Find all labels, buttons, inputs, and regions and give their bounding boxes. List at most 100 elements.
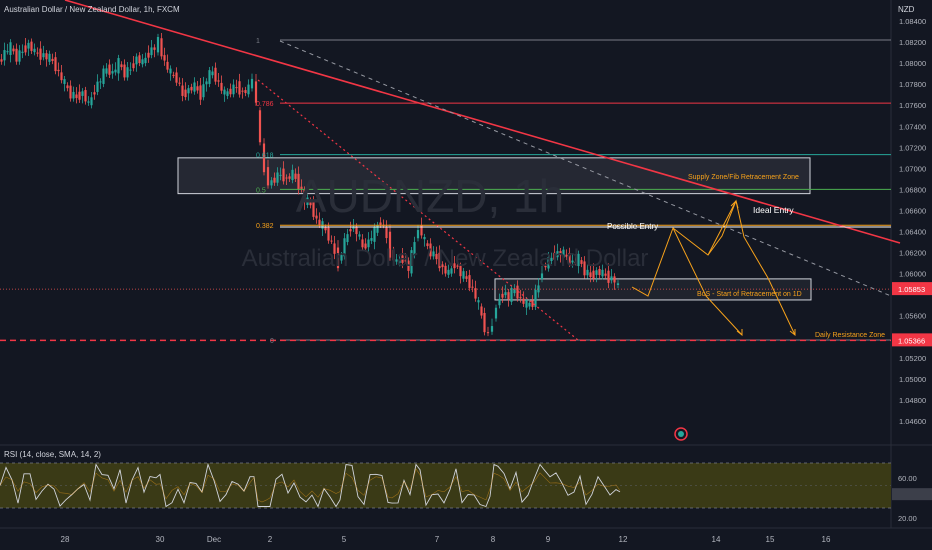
price-tick: 1.06400 xyxy=(899,228,926,237)
candle-body xyxy=(343,238,346,257)
candle-body xyxy=(494,307,498,319)
candle-body xyxy=(18,50,21,62)
candle-body xyxy=(395,259,398,262)
candle-body xyxy=(39,48,42,60)
fib-level-label: 0.618 xyxy=(256,153,274,160)
candle-body xyxy=(27,42,30,49)
candle-body xyxy=(507,292,510,300)
candle-body xyxy=(72,91,75,99)
candle-body xyxy=(153,47,156,50)
candle-body xyxy=(312,201,315,217)
candle-body xyxy=(456,265,459,267)
chart-drawings[interactable] xyxy=(0,0,901,342)
candle-body xyxy=(99,81,102,83)
candle-body xyxy=(534,289,537,307)
candle-body xyxy=(129,69,132,71)
candle-body xyxy=(220,82,223,91)
candle-body xyxy=(108,64,111,75)
time-tick: 12 xyxy=(619,535,628,544)
candle-body xyxy=(547,257,550,269)
candle-body xyxy=(193,82,196,92)
candle-body xyxy=(144,57,147,64)
bos-label: BoS - Start of Retracement on 1D xyxy=(697,291,802,298)
candle-body xyxy=(69,85,72,99)
candle-body xyxy=(87,101,90,103)
candle-body xyxy=(516,285,519,299)
fib-diagonal xyxy=(257,79,579,341)
price-axis[interactable]: 1.08400 1.08200 1.08000 1.07800 1.07600 1.074… xyxy=(892,17,932,426)
candle-body xyxy=(291,169,294,181)
candle-body xyxy=(36,52,39,54)
candle-body xyxy=(315,215,318,219)
candle-body xyxy=(235,87,238,89)
current-price-badge xyxy=(892,282,932,296)
candle-body xyxy=(181,85,184,96)
projected-path-down xyxy=(672,227,743,336)
candle-body xyxy=(333,243,336,254)
candle-body xyxy=(163,55,166,61)
candle-body xyxy=(370,238,373,241)
candle-body xyxy=(562,249,565,258)
candle-body xyxy=(250,78,254,89)
candle-body xyxy=(595,270,598,275)
candle-body xyxy=(550,257,553,261)
rsi-tick-60: 60.00 xyxy=(898,474,917,483)
candle-body xyxy=(513,289,516,294)
candle-body xyxy=(276,172,279,183)
possible-entry-label: Possible Entry xyxy=(607,222,658,231)
candle-body xyxy=(48,53,51,62)
candle-body xyxy=(556,251,559,258)
time-axis[interactable]: 28 30 Dec 2 5 7 8 9 12 14 15 16 xyxy=(61,535,831,544)
candle-body xyxy=(51,58,54,61)
candle-body xyxy=(208,70,211,84)
trendline-main xyxy=(64,0,901,244)
candle-body xyxy=(423,237,426,240)
rsi-title: RSI (14, close, SMA, 14, 2) xyxy=(4,450,101,459)
rsi-pane[interactable] xyxy=(0,462,932,509)
candle-body xyxy=(373,226,376,242)
ideal-entry-label: Ideal Entry xyxy=(753,205,794,215)
price-tick: 1.07600 xyxy=(899,101,926,110)
candle-body xyxy=(553,252,556,260)
candle-body xyxy=(117,58,120,74)
time-tick: 8 xyxy=(491,535,496,544)
candle-body xyxy=(522,298,525,304)
time-tick: 7 xyxy=(435,535,440,544)
time-tick: 15 xyxy=(766,535,775,544)
candle-body xyxy=(447,269,450,275)
candle-body xyxy=(217,80,220,82)
candle-body xyxy=(0,59,3,62)
candle-body xyxy=(166,61,169,70)
candle-body xyxy=(410,250,413,274)
fib-level-label: 0.382 xyxy=(256,223,274,230)
candle-body xyxy=(388,231,392,258)
candle-body xyxy=(42,53,45,58)
candle-body xyxy=(385,227,388,239)
candle-body xyxy=(147,52,150,58)
candle-body xyxy=(510,288,513,302)
candle-body xyxy=(211,71,214,76)
chart-labels: AUDNZD, 1h Australian Dollar / New Zealan… xyxy=(242,38,918,523)
candle-body xyxy=(367,239,370,248)
supply-zone-label: Supply Zone/Fib Retracement Zone xyxy=(688,174,799,181)
candle-body xyxy=(480,306,483,316)
candle-body xyxy=(160,38,163,57)
candle-body xyxy=(404,260,407,262)
candle-body xyxy=(607,270,610,283)
candle-body xyxy=(364,243,367,249)
candle-body xyxy=(501,293,504,298)
candle-body xyxy=(586,269,589,276)
candle-body xyxy=(613,276,616,283)
fib-level-label: 0.786 xyxy=(256,101,274,108)
candle-body xyxy=(336,247,340,269)
candle-body xyxy=(498,298,501,306)
candle-body xyxy=(84,90,87,102)
price-tick: 1.08000 xyxy=(899,59,926,68)
candle-body xyxy=(247,84,250,95)
time-tick: 14 xyxy=(712,535,721,544)
candle-body xyxy=(349,229,352,232)
candle-body xyxy=(589,272,592,277)
fib-level-label: 1 xyxy=(256,38,260,45)
